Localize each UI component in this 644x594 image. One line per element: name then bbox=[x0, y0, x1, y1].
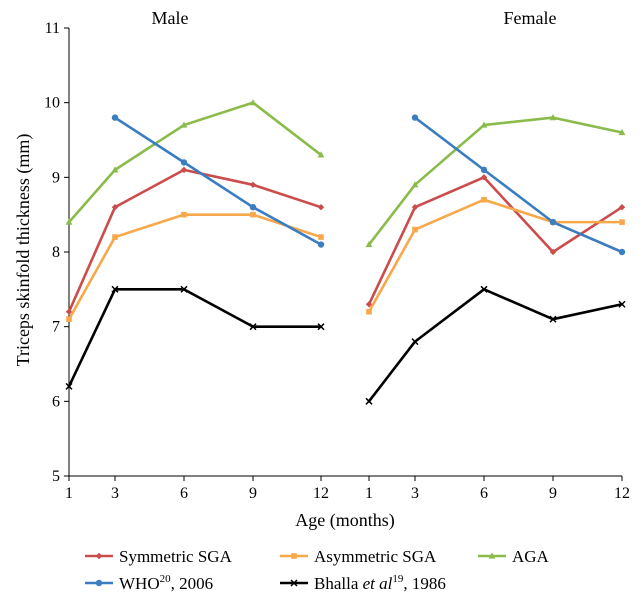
series-line-who bbox=[113, 116, 323, 246]
legend-item-asym: Asymmetric SGA bbox=[280, 547, 437, 566]
data-point-aga bbox=[317, 151, 325, 158]
chart-panels: Male Female bbox=[65, 8, 626, 405]
data-point-asym bbox=[318, 234, 324, 240]
data-point-asym bbox=[250, 211, 256, 218]
data-point-asym bbox=[481, 196, 487, 203]
legend-label: Symmetric SGA bbox=[119, 547, 233, 566]
data-point-who bbox=[249, 204, 257, 211]
y-tick-label: 10 bbox=[44, 95, 60, 112]
y-tick-label: 5 bbox=[52, 468, 60, 485]
x-axis-title: Age (months) bbox=[295, 510, 394, 531]
data-point-sym bbox=[618, 204, 626, 211]
data-point-bhalla bbox=[317, 323, 325, 331]
data-point-bhalla bbox=[180, 285, 188, 293]
legend-item-aga: AGA bbox=[478, 547, 550, 566]
data-point-asym bbox=[412, 226, 418, 233]
data-point-aga bbox=[180, 121, 188, 128]
data-point-sym bbox=[365, 301, 373, 308]
y-tick-label: 8 bbox=[52, 244, 60, 261]
data-point-sym bbox=[480, 174, 488, 181]
y-tick-label: 11 bbox=[45, 20, 60, 37]
legend-swatch-marker bbox=[290, 579, 298, 587]
data-point-aga bbox=[65, 218, 73, 225]
x-tick-label: 6 bbox=[480, 485, 488, 502]
data-point-sym bbox=[65, 308, 73, 315]
data-point-sym bbox=[249, 181, 257, 188]
panel-title: Male bbox=[152, 8, 189, 28]
x-tick-label: 3 bbox=[411, 485, 419, 502]
data-point-aga bbox=[549, 114, 557, 121]
data-point-sym bbox=[549, 248, 557, 256]
x-tick-label: 9 bbox=[549, 485, 557, 502]
x-tick-label: 1 bbox=[65, 485, 73, 502]
data-point-bhalla bbox=[249, 323, 257, 331]
x-tick-label: 9 bbox=[249, 485, 257, 502]
legend-item-who: WHO20, 2006 bbox=[85, 573, 213, 593]
y-axis-title: Triceps skinfold thickness (mm) bbox=[13, 134, 34, 367]
panel-female: Female bbox=[365, 8, 626, 405]
series-line-sym bbox=[67, 168, 323, 314]
legend-item-sym: Symmetric SGA bbox=[85, 547, 233, 566]
data-point-who bbox=[111, 114, 119, 121]
legend-item-bhalla: Bhalla et al19, 1986 bbox=[280, 573, 446, 593]
x-tick-label: 3 bbox=[111, 485, 119, 502]
y-tick-label: 7 bbox=[52, 319, 60, 336]
data-point-who bbox=[411, 114, 419, 121]
x-tick-label: 12 bbox=[313, 485, 329, 502]
series-line-asym bbox=[67, 213, 323, 321]
legend-swatch-marker bbox=[488, 552, 496, 559]
data-point-who bbox=[180, 159, 188, 166]
legend-label: AGA bbox=[512, 547, 550, 566]
data-point-aga bbox=[411, 181, 419, 188]
legend-label: Asymmetric SGA bbox=[314, 547, 437, 566]
data-point-aga bbox=[111, 166, 119, 173]
data-point-aga bbox=[618, 128, 626, 136]
data-point-sym bbox=[111, 204, 119, 211]
x-tick-label: 6 bbox=[180, 485, 188, 502]
y-tick-label: 6 bbox=[52, 393, 60, 410]
y-tick-label: 9 bbox=[52, 169, 60, 186]
data-point-who bbox=[618, 248, 626, 256]
data-point-asym bbox=[619, 219, 625, 225]
panel-title: Female bbox=[504, 8, 557, 28]
data-point-bhalla bbox=[365, 397, 373, 405]
series-line-bhalla bbox=[67, 288, 323, 388]
x-tick-label: 1 bbox=[365, 485, 373, 502]
data-point-who bbox=[480, 166, 488, 174]
data-point-bhalla bbox=[480, 285, 488, 293]
data-point-sym bbox=[317, 204, 325, 211]
data-point-asym bbox=[181, 211, 187, 218]
legend-label: WHO20, 2006 bbox=[119, 573, 213, 593]
data-point-sym bbox=[411, 204, 419, 211]
data-point-asym bbox=[66, 316, 72, 322]
series-line-who bbox=[413, 116, 624, 254]
data-point-bhalla bbox=[618, 300, 626, 308]
data-point-bhalla bbox=[549, 315, 557, 323]
data-point-asym bbox=[366, 308, 372, 315]
data-point-who bbox=[317, 241, 325, 248]
panel-male: Male bbox=[65, 8, 325, 390]
legend-label: Bhalla et al19, 1986 bbox=[314, 573, 446, 593]
legend-swatch-marker bbox=[95, 579, 103, 587]
series-line-bhalla bbox=[367, 288, 624, 403]
series-line-aga bbox=[67, 101, 323, 224]
chart-legend: Symmetric SGA Asymmetric SGA AGA WHO20, 200… bbox=[85, 547, 550, 593]
data-point-aga bbox=[249, 99, 257, 106]
data-point-who bbox=[549, 218, 557, 226]
data-point-asym bbox=[112, 234, 118, 240]
data-point-aga bbox=[480, 121, 488, 128]
legend-swatch-marker bbox=[95, 552, 103, 560]
data-point-sym bbox=[180, 166, 188, 174]
x-tick-label: 12 bbox=[614, 485, 630, 502]
legend-swatch-marker bbox=[291, 553, 297, 559]
data-point-bhalla bbox=[65, 382, 73, 390]
data-point-aga bbox=[365, 240, 373, 248]
data-point-bhalla bbox=[111, 285, 119, 293]
data-point-bhalla bbox=[411, 338, 419, 346]
